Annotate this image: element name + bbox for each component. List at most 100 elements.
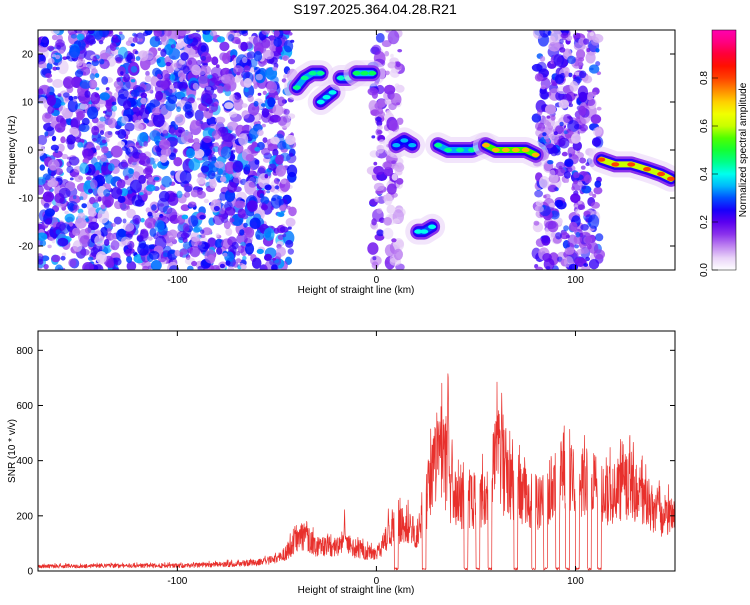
- noise-blob: [559, 121, 564, 127]
- signal-peak: [322, 95, 331, 100]
- noise-blob: [122, 218, 127, 224]
- noise-blob: [383, 84, 396, 95]
- noise-blob: [277, 116, 288, 126]
- noise-blob: [192, 82, 199, 90]
- noise-blob: [369, 150, 380, 158]
- noise-blob: [264, 184, 272, 191]
- noise-blob: [166, 207, 178, 222]
- colorbar-gradient: [711, 29, 737, 271]
- noise-blob: [38, 134, 48, 146]
- noise-blob: [174, 114, 186, 126]
- noise-blob: [232, 160, 243, 173]
- noise-blob: [194, 109, 204, 122]
- noise-blob: [107, 163, 115, 172]
- noise-blob: [100, 226, 109, 237]
- noise-blob: [93, 264, 104, 270]
- noise-blob: [591, 137, 602, 147]
- snr-panel: -100 0 100 0 200 400 600 800 Height of straight…: [7, 330, 676, 596]
- signal-peak: [420, 229, 429, 234]
- noise-blob: [88, 256, 94, 261]
- noise-blob: [38, 96, 47, 105]
- noise-blob: [186, 148, 195, 159]
- noise-blob: [64, 213, 75, 223]
- snr-y-label: SNR (10 * v/v): [7, 419, 18, 483]
- noise-blob: [126, 261, 137, 270]
- snr-y-tick-label: 400: [16, 456, 33, 467]
- noise-blob: [393, 165, 399, 171]
- noise-blob: [257, 129, 264, 136]
- noise-blob: [73, 99, 77, 102]
- noise-blob: [72, 204, 80, 211]
- noise-blob: [114, 54, 124, 62]
- noise-blob: [247, 95, 254, 103]
- noise-blob: [235, 143, 244, 154]
- noise-blob: [81, 203, 87, 209]
- noise-blob: [207, 237, 216, 247]
- spectrogram-y-label: Frequency (Hz): [7, 116, 18, 185]
- noise-blob: [115, 46, 120, 50]
- noise-blob: [219, 207, 226, 214]
- noise-blob: [535, 122, 542, 131]
- noise-blob: [138, 38, 143, 42]
- noise-blob: [78, 176, 83, 180]
- noise-blob: [561, 151, 568, 157]
- noise-blob: [367, 87, 379, 96]
- noise-blob: [103, 189, 111, 197]
- noise-blob: [97, 208, 110, 224]
- noise-blob: [564, 247, 575, 255]
- noise-blob: [383, 166, 394, 177]
- noise-blob: [216, 85, 224, 94]
- signal-peak: [434, 143, 443, 148]
- noise-blob: [130, 89, 140, 98]
- noise-blob: [214, 161, 224, 169]
- noise-blob: [534, 73, 544, 82]
- noise-blob: [384, 50, 390, 57]
- noise-blob: [133, 33, 139, 38]
- colorbar-axis: 0.0 0.2 0.4 0.6 0.8: [699, 71, 718, 277]
- noise-blob: [173, 148, 178, 153]
- noise-blob: [117, 141, 125, 147]
- noise-blob: [56, 115, 64, 123]
- noise-blob: [563, 225, 569, 231]
- noise-blob: [181, 214, 189, 220]
- noise-blob: [285, 239, 294, 248]
- snr-y-tick-label: 200: [16, 511, 33, 522]
- noise-blob: [537, 109, 543, 116]
- noise-blob: [275, 164, 287, 177]
- noise-blob: [539, 176, 550, 189]
- noise-blob: [231, 241, 239, 250]
- noise-blob: [586, 30, 592, 33]
- noise-blob: [266, 190, 271, 194]
- noise-blob: [74, 217, 87, 229]
- noise-blob: [287, 248, 294, 255]
- signal-track: [472, 132, 549, 168]
- noise-blob: [172, 193, 178, 198]
- noise-blob: [391, 173, 398, 181]
- noise-blob: [221, 132, 234, 142]
- spectrogram-x-tick-label: -100: [167, 275, 187, 286]
- signal-peak: [511, 147, 520, 153]
- noise-blob: [61, 252, 67, 257]
- noise-blob: [396, 239, 404, 248]
- spectrogram-x-tick-label: 100: [567, 275, 584, 286]
- noise-blob: [48, 236, 54, 241]
- noise-blob: [541, 235, 550, 244]
- noise-blob: [124, 122, 135, 132]
- noise-blob: [160, 49, 167, 57]
- noise-blob: [378, 139, 385, 144]
- noise-blob: [216, 247, 223, 255]
- noise-blob: [51, 254, 61, 263]
- noise-blob: [227, 34, 235, 42]
- noise-blob: [55, 176, 63, 182]
- noise-blob: [151, 204, 157, 211]
- noise-blob: [390, 53, 394, 58]
- signal-peak: [292, 85, 301, 90]
- noise-blob: [263, 227, 275, 241]
- signal-peak: [667, 176, 675, 181]
- noise-blob: [277, 96, 286, 107]
- noise-blob: [208, 109, 214, 114]
- noise-blob: [232, 176, 242, 184]
- noise-blob: [236, 71, 241, 76]
- noise-blob: [188, 201, 197, 208]
- noise-blob: [569, 221, 578, 232]
